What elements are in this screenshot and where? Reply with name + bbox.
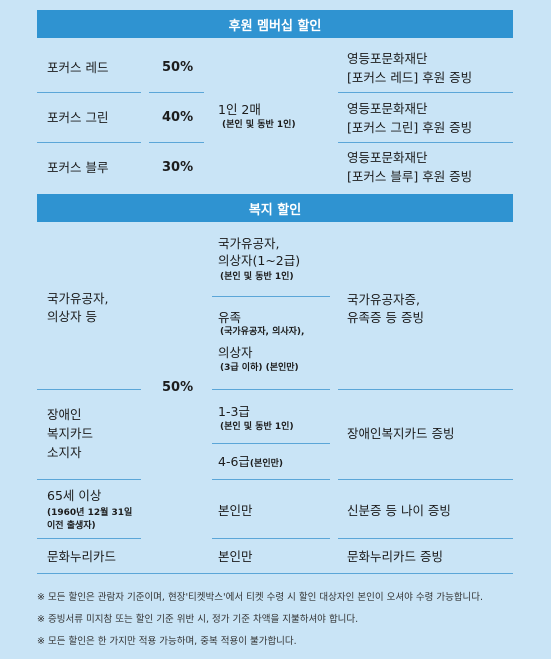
welfare-rate: 50% [162,380,194,395]
welfare-disabled-grade2-label: 4-6급 [218,454,250,469]
sponsor-name-blue: 포커스 블루 [47,160,109,175]
welfare-senior-note-line1: (1960년 12월 31일 [47,508,133,518]
divider [149,142,204,143]
sponsor-rate-red: 50% [162,60,194,75]
sponsor-proof-red-line2: [포커스 레드] 후원 증빙 [347,70,473,85]
divider [338,389,513,390]
sponsor-name-green: 포커스 그린 [47,110,109,125]
sponsor-proof-green-line1: 영등포문화재단 [347,101,428,116]
welfare-merit-proof-line1: 국가유공자증, [347,292,420,307]
welfare-merit-target1-line1: 국가유공자, [218,236,280,251]
welfare-merit-name-line2: 의상자 등 [47,309,97,324]
sponsor-name-red: 포커스 레드 [47,60,109,75]
sponsor-proof-blue-line2: [포커스 블루] 후원 증빙 [347,169,473,184]
divider [149,92,204,93]
divider [212,538,330,539]
divider [212,479,330,480]
sponsor-rate-green: 40% [162,110,194,125]
welfare-merit-target1-line2: 의상자(1~2급) [218,253,301,268]
sponsor-target-note: (본인 및 동반 1인) [222,120,296,130]
divider [212,443,330,444]
sponsor-section-header: 후원 멤버십 할인 [37,10,513,38]
divider [37,389,141,390]
welfare-merit-target3-note: (3급 이하) (본인만) [220,363,299,373]
welfare-disabled-grade1: 1-3급 [218,404,250,419]
welfare-merit-target3-line1: 의상자 [218,345,253,360]
welfare-merit-target2-line1: 유족 [218,310,242,325]
sponsor-proof-green-line2: [포커스 그린] 후원 증빙 [347,120,473,135]
welfare-culture-proof: 문화누리카드 증빙 [347,549,443,564]
welfare-culture-name: 문화누리카드 [47,549,117,564]
welfare-disabled-name-line1: 장애인 [47,407,82,422]
welfare-disabled-grade2: 4-6급(본인만) [218,452,283,471]
welfare-disabled-grade1-note: (본인 및 동반 1인) [220,422,294,432]
welfare-section-title: 복지 할인 [248,202,302,218]
welfare-disabled-name-line2: 복지카드 [47,426,94,441]
divider [338,479,513,480]
welfare-senior-proof: 신분증 등 나이 증빙 [347,503,451,518]
table-bottom-border [37,573,513,574]
note-line: ※ 모든 할인은 관람자 기준이며, 현장'티켓박스'에서 티켓 수령 시 할인… [37,592,484,603]
welfare-merit-name-line1: 국가유공자, [47,291,109,306]
sponsor-rate-blue: 30% [162,160,194,175]
welfare-merit-target1-note: (본인 및 동반 1인) [220,272,294,282]
divider [37,479,141,480]
sponsor-proof-blue-line1: 영등포문화재단 [347,150,428,165]
sponsor-proof-red-line1: 영등포문화재단 [347,51,428,66]
welfare-senior-target: 본인만 [218,503,253,518]
welfare-disabled-proof: 장애인복지카드 증빙 [347,426,455,441]
sponsor-section-title: 후원 멤버십 할인 [228,18,322,34]
welfare-disabled-name-line3: 소지자 [47,445,82,460]
divider [37,92,141,93]
sponsor-target: 1인 2매 [218,102,261,117]
note-line: ※ 모든 할인은 한 가지만 적용 가능하며, 중복 적용이 불가합니다. [37,636,297,647]
welfare-culture-target: 본인만 [218,549,253,564]
divider [338,92,513,93]
welfare-disabled-grade2-note: (본인만) [249,459,283,469]
divider [212,389,330,390]
divider [37,538,141,539]
divider [338,538,513,539]
welfare-merit-proof-line2: 유족증 등 증빙 [347,310,424,325]
welfare-section-header: 복지 할인 [37,194,513,222]
divider [338,142,513,143]
divider [37,142,141,143]
welfare-merit-target2-note: (국가유공자, 의사자), [220,327,305,337]
welfare-senior-note-line2: 이전 출생자) [47,521,96,531]
divider [212,296,330,297]
welfare-senior-name: 65세 이상 [47,488,102,503]
note-line: ※ 증빙서류 미지참 또는 할인 기준 위반 시, 정가 기준 차액을 지불하셔… [37,614,359,625]
